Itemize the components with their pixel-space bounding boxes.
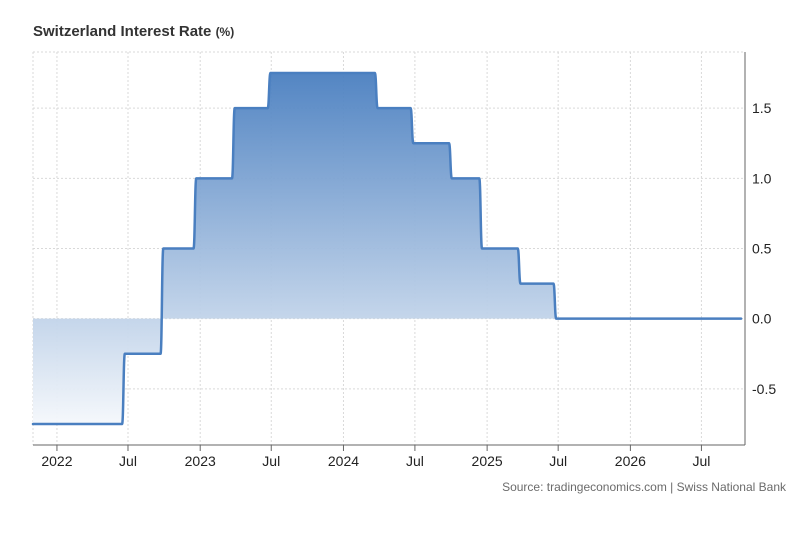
series-area <box>33 73 742 424</box>
source-note: Source: tradingeconomics.com | Swiss Nat… <box>502 480 786 494</box>
x-tick-label: Jul <box>692 453 710 469</box>
chart-title-unit: (%) <box>215 25 235 39</box>
x-tick-label: Jul <box>406 453 424 469</box>
x-tick-label: Jul <box>119 453 137 469</box>
chart-title-text: Switzerland Interest Rate <box>33 23 212 40</box>
x-tick-label: 2022 <box>41 453 72 469</box>
y-tick-label: 1.0 <box>752 170 772 186</box>
y-tick-label: 0.5 <box>752 241 772 257</box>
y-tick-label: 1.5 <box>752 100 772 116</box>
x-tick-label: 2026 <box>615 453 646 469</box>
x-tick-label: 2023 <box>185 453 216 469</box>
chart-title: Switzerland Interest Rate (%) <box>33 23 234 40</box>
x-tick-label: 2024 <box>328 453 359 469</box>
series-line <box>31 71 743 426</box>
y-tick-label: -0.5 <box>752 381 776 397</box>
axes: -0.5 0.0 0.5 1.0 1.5 2022 Jul 2023 Jul 2024 Jul 202… <box>33 52 776 469</box>
x-tick-label: Jul <box>262 453 280 469</box>
x-tick-label: Jul <box>549 453 567 469</box>
x-tick-label: 2025 <box>472 453 503 469</box>
y-tick-label: 0.0 <box>752 311 772 327</box>
area-layer <box>31 71 743 426</box>
